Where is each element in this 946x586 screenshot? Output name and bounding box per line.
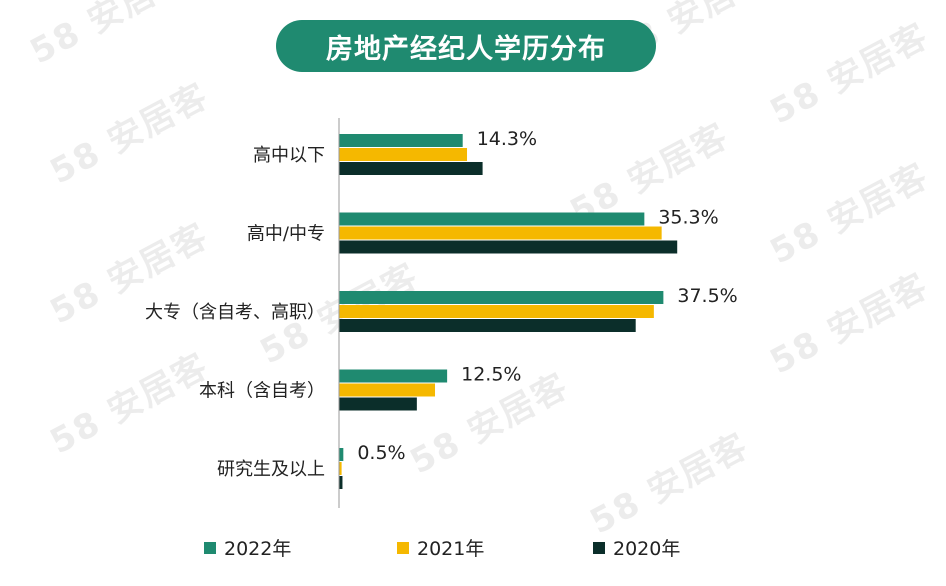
bar-2021年-4 bbox=[339, 462, 342, 475]
bar-2021年-3 bbox=[339, 383, 436, 397]
bar-2021年-0 bbox=[339, 148, 468, 161]
bar-2022年-1 bbox=[339, 212, 645, 226]
legend-swatch-2021 bbox=[397, 541, 409, 554]
bar-2020年-2 bbox=[339, 319, 636, 332]
data-label: 35.3% bbox=[658, 207, 718, 229]
category-label: 高中以下 bbox=[253, 145, 325, 166]
bar-2020年-4 bbox=[339, 476, 343, 489]
data-label: 12.5% bbox=[461, 364, 521, 386]
data-label: 0.5% bbox=[357, 442, 405, 464]
legend-item-2020: 2020年 bbox=[593, 534, 680, 561]
data-label: 14.3% bbox=[477, 128, 537, 150]
legend-item-2021: 2021年 bbox=[397, 534, 484, 561]
bar-2021年-2 bbox=[339, 305, 654, 318]
bar-2020年-0 bbox=[339, 162, 483, 175]
legend-swatch-2020 bbox=[593, 541, 605, 554]
bar-2020年-1 bbox=[339, 240, 678, 254]
bar-2022年-0 bbox=[339, 134, 463, 147]
bar-2021年-1 bbox=[339, 226, 662, 240]
category-label: 本科（含自考） bbox=[199, 381, 325, 402]
legend-label-2020: 2020年 bbox=[613, 538, 681, 560]
legend: 2022年 2021年 2020年 bbox=[0, 534, 946, 561]
legend-label-2022: 2022年 bbox=[224, 538, 292, 560]
bar-2020年-3 bbox=[339, 397, 417, 411]
chart-title: 房地产经纪人学历分布 bbox=[276, 20, 656, 72]
bar-2022年-4 bbox=[339, 448, 344, 461]
bar-2022年-3 bbox=[339, 369, 448, 383]
legend-item-2022: 2022年 bbox=[204, 534, 291, 561]
bar-2022年-2 bbox=[339, 291, 664, 304]
legend-swatch-2022 bbox=[204, 541, 216, 554]
category-label: 高中/中专 bbox=[247, 224, 325, 245]
category-label: 大专（含自考、高职） bbox=[145, 302, 325, 323]
data-label: 37.5% bbox=[677, 285, 737, 307]
category-label: 研究生及以上 bbox=[217, 459, 325, 480]
legend-label-2021: 2021年 bbox=[417, 538, 485, 560]
